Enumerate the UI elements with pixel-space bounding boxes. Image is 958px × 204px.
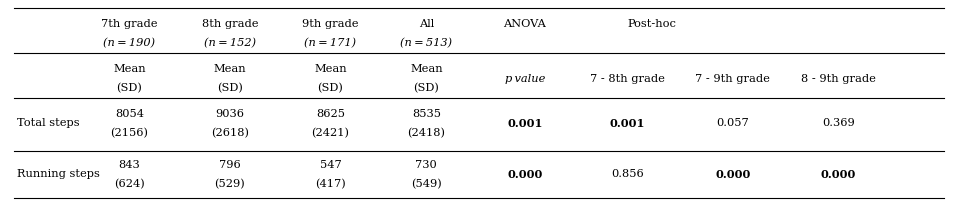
Text: (624): (624) [114,178,145,189]
Text: (2418): (2418) [407,128,445,138]
Text: 7 - 8th grade: 7 - 8th grade [590,73,665,84]
Text: 7th grade: 7th grade [102,19,157,30]
Text: (2421): (2421) [311,128,350,138]
Text: 796: 796 [219,160,240,170]
Text: Mean: Mean [113,64,146,74]
Text: 0.369: 0.369 [822,118,855,129]
Text: 9th grade: 9th grade [303,19,358,30]
Text: (SD): (SD) [413,83,440,93]
Text: 8 - 9th grade: 8 - 9th grade [801,73,876,84]
Text: All: All [419,19,434,30]
Text: 0.001: 0.001 [507,118,543,129]
Text: 0.000: 0.000 [821,169,855,180]
Text: (2618): (2618) [211,128,249,138]
Text: 7 - 9th grade: 7 - 9th grade [696,73,770,84]
Text: Running steps: Running steps [17,169,101,180]
Text: 9036: 9036 [216,109,244,119]
Text: ANOVA: ANOVA [504,19,546,30]
Text: 843: 843 [119,160,140,170]
Text: 8th grade: 8th grade [202,19,258,30]
Text: 547: 547 [320,160,341,170]
Text: (417): (417) [315,178,346,189]
Text: (n = 152): (n = 152) [204,38,256,48]
Text: Mean: Mean [214,64,246,74]
Text: (529): (529) [215,178,245,189]
Text: (SD): (SD) [217,83,243,93]
Text: (SD): (SD) [116,83,143,93]
Text: (n = 171): (n = 171) [305,38,356,48]
Text: (549): (549) [411,178,442,189]
Text: 0.001: 0.001 [609,118,646,129]
Text: Total steps: Total steps [17,118,80,129]
Text: 0.856: 0.856 [611,169,644,180]
Text: 8625: 8625 [316,109,345,119]
Text: (SD): (SD) [317,83,344,93]
Text: Post-hoc: Post-hoc [627,19,676,30]
Text: p value: p value [505,73,545,84]
Text: 0.000: 0.000 [716,169,750,180]
Text: 0.000: 0.000 [508,169,542,180]
Text: 8535: 8535 [412,109,441,119]
Text: 8054: 8054 [115,109,144,119]
Text: Mean: Mean [410,64,443,74]
Text: Mean: Mean [314,64,347,74]
Text: 0.057: 0.057 [717,118,749,129]
Text: 730: 730 [416,160,437,170]
Text: (2156): (2156) [110,128,148,138]
Text: (n = 513): (n = 513) [400,38,452,48]
Text: (n = 190): (n = 190) [103,38,155,48]
